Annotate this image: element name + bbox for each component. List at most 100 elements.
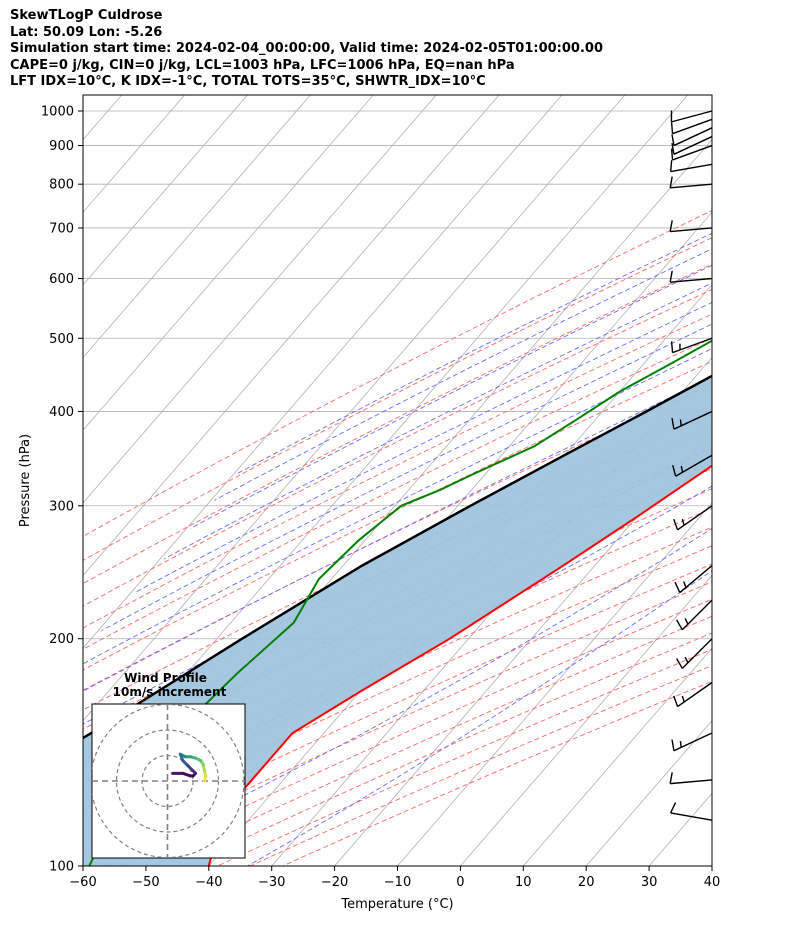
isotherm-line bbox=[83, 95, 563, 649]
inset-subtitle: 10m/s increment bbox=[113, 685, 227, 699]
dry-adiabat bbox=[282, 680, 712, 866]
y-tick-label: 300 bbox=[49, 499, 74, 514]
isotherm-line bbox=[83, 95, 437, 504]
dry-adiabat bbox=[83, 237, 712, 561]
barb-shaft bbox=[681, 638, 713, 669]
barb-shaft bbox=[673, 732, 713, 752]
simulation-times: Simulation start time: 2024-02-04_00:00:… bbox=[10, 41, 603, 56]
wind-barb bbox=[670, 118, 713, 135]
axes: −60 −50 −40 −30 −20 −10 0 10 20 30 40 1000 900 800 700… bbox=[18, 94, 720, 912]
wind-barb bbox=[669, 220, 713, 233]
barb-shaft bbox=[670, 227, 713, 233]
x-tick-label: −10 bbox=[384, 875, 411, 890]
isotherm-line bbox=[83, 95, 248, 286]
station-location: Lat: 50.09 Lon: -5.26 bbox=[10, 24, 163, 40]
x-axis-label: Temperature (°C) bbox=[340, 897, 453, 912]
moist-adiabat bbox=[133, 301, 712, 594]
moist-adiabat bbox=[190, 264, 712, 529]
barb-feather bbox=[676, 658, 683, 669]
barb-half-feather bbox=[680, 465, 684, 473]
moist-adiabat bbox=[105, 527, 712, 866]
moist-adiabat bbox=[101, 323, 712, 631]
barb-shaft bbox=[677, 681, 713, 708]
dry-adiabat bbox=[184, 632, 712, 866]
isotherm-line bbox=[83, 95, 500, 577]
barb-feather bbox=[676, 619, 683, 631]
x-tick-label: 30 bbox=[641, 875, 658, 890]
barb-shaft bbox=[670, 163, 713, 173]
y-tick-label: 600 bbox=[49, 272, 74, 287]
moist-adiabat bbox=[83, 376, 712, 692]
barb-feather bbox=[669, 270, 673, 283]
barb-shaft bbox=[681, 599, 713, 631]
wind-barb bbox=[672, 454, 713, 477]
x-tick-label: −40 bbox=[195, 875, 222, 890]
chart-header: SkewTLogP Culdrose Lat: 50.09 Lon: -5.26… bbox=[10, 8, 603, 91]
x-tick-label: 20 bbox=[578, 875, 595, 890]
wind-barb bbox=[671, 135, 713, 155]
moist-adiabat bbox=[83, 348, 712, 665]
mixing-ratio-line bbox=[762, 95, 794, 279]
barb-shaft bbox=[673, 135, 713, 155]
barb-shaft bbox=[679, 565, 713, 594]
x-tick-label: −60 bbox=[69, 875, 96, 890]
x-tick-label: −20 bbox=[321, 875, 348, 890]
barb-half-feather bbox=[684, 618, 689, 625]
y-tick-label: 400 bbox=[49, 405, 74, 420]
barb-half-feather bbox=[684, 656, 689, 664]
barb-feather bbox=[671, 739, 675, 751]
dry-adiabat bbox=[83, 383, 712, 691]
barb-feather bbox=[669, 220, 673, 232]
y-tick-label: 800 bbox=[49, 178, 74, 193]
dry-adiabat bbox=[83, 263, 712, 585]
wind-barb bbox=[670, 802, 713, 821]
wind-barb bbox=[671, 127, 713, 147]
temperature-line bbox=[207, 464, 712, 866]
chart-title: SkewTLogP Culdrose bbox=[10, 8, 163, 23]
isotherm-line bbox=[585, 720, 712, 866]
barb-feather bbox=[674, 581, 681, 593]
wind-barb bbox=[673, 505, 713, 531]
barb-feather bbox=[670, 122, 674, 134]
barb-feather bbox=[672, 465, 677, 477]
wind-barb bbox=[671, 410, 713, 430]
convective-indices: CAPE=0 j/kg, CIN=0 j/kg, LCL=1003 hPa, L… bbox=[10, 57, 515, 73]
y-tick-label: 900 bbox=[49, 139, 74, 154]
barb-half-feather bbox=[681, 695, 685, 703]
barb-shaft bbox=[677, 505, 713, 531]
wind-barb bbox=[670, 144, 713, 161]
y-axis-label: Pressure (hPa) bbox=[18, 434, 33, 527]
barb-shaft bbox=[673, 410, 713, 430]
wind-barb bbox=[676, 638, 713, 669]
isotherm-line bbox=[397, 502, 712, 866]
wind-barb bbox=[670, 337, 713, 354]
isotherm-line bbox=[522, 647, 712, 866]
barb-half-feather bbox=[681, 519, 685, 526]
y-tick-label: 700 bbox=[49, 221, 74, 236]
dry-adiabat bbox=[83, 563, 712, 853]
barb-shaft bbox=[671, 110, 713, 123]
y-tick-label: 200 bbox=[49, 632, 74, 647]
wind-barb bbox=[674, 565, 713, 594]
barb-feather bbox=[670, 341, 674, 353]
isotherm-line bbox=[460, 574, 712, 866]
moist-adiabat bbox=[163, 282, 712, 560]
dry-adiabat bbox=[83, 210, 712, 537]
stability-indices: LFT IDX=10°C, K IDX=-1°C, TOTAL TOTS=35°… bbox=[10, 74, 486, 89]
isotherm-line bbox=[83, 95, 311, 359]
wind-barb bbox=[670, 110, 713, 123]
inset-title: Wind Profile bbox=[124, 671, 207, 685]
wind-barb bbox=[669, 160, 713, 173]
wind-barb bbox=[671, 732, 713, 752]
dry-adiabat bbox=[217, 648, 712, 866]
barb-feather bbox=[669, 772, 673, 784]
barb-shaft bbox=[672, 337, 713, 354]
wind-barb bbox=[669, 772, 713, 785]
dry-adiabat bbox=[119, 598, 712, 866]
barb-shaft bbox=[675, 454, 713, 477]
barb-feather bbox=[671, 142, 675, 155]
barb-shaft bbox=[672, 118, 713, 135]
isotherm-line bbox=[83, 95, 626, 722]
barb-shaft bbox=[670, 183, 713, 189]
barb-shaft bbox=[670, 277, 713, 283]
